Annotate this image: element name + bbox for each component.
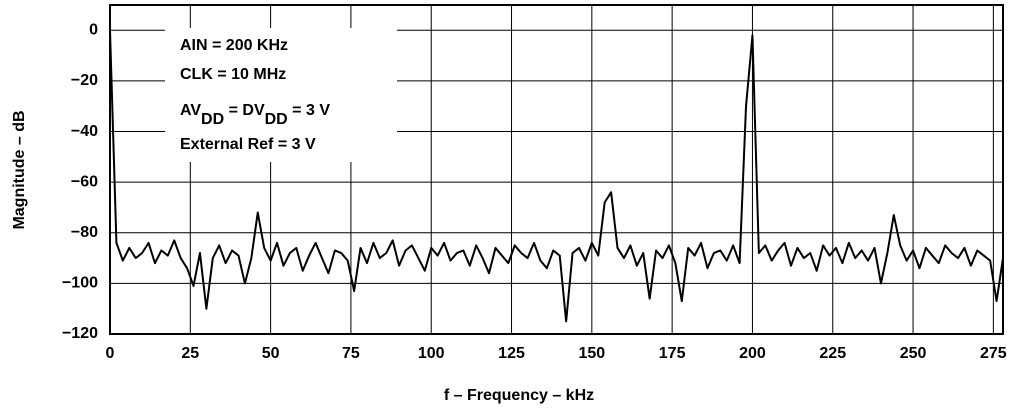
plot-frame: [109, 4, 1004, 335]
annotation-text: = DV: [224, 102, 265, 119]
x-tick-label: 0: [106, 345, 115, 362]
annotation-text: CLK = 10 MHz: [180, 66, 286, 83]
annotation: AVDD = DVDD = 3 V: [180, 102, 330, 128]
x-tick-label: 25: [181, 345, 199, 362]
annotation-text: = 3 V: [288, 102, 331, 119]
annotation: External Ref = 3 V: [180, 136, 316, 153]
y-tick-label: −120: [62, 325, 98, 342]
y-tick-label: −100: [62, 275, 98, 292]
x-tick-label: 200: [739, 345, 766, 362]
x-tick-label: 75: [342, 345, 360, 362]
x-tick-label: 250: [900, 345, 927, 362]
x-tick-label: 275: [980, 345, 1007, 362]
annotation: AIN = 200 KHz: [180, 37, 288, 54]
x-tick-label: 100: [418, 345, 445, 362]
annotation-text: External Ref = 3 V: [180, 136, 316, 153]
y-tick-label: 0: [89, 22, 98, 39]
x-tick-label: 150: [578, 345, 605, 362]
x-tick-label: 125: [498, 345, 525, 362]
line: [109, 30, 1004, 323]
y-tick-label: −80: [71, 224, 98, 241]
annotation-box: [165, 28, 397, 162]
y-tick-label: −60: [71, 173, 98, 190]
x-tick-label: 175: [659, 345, 686, 362]
annotation: CLK = 10 MHz: [180, 66, 286, 83]
x-tick-label: 50: [262, 345, 280, 362]
x-tick-label: 225: [819, 345, 846, 362]
annotation-text: AIN = 200 KHz: [180, 37, 288, 54]
y-tick-label: −40: [71, 123, 98, 140]
y-axis-label: Magnitude – dB: [11, 110, 28, 229]
x-axis-label: f – Frequency – kHz: [444, 387, 594, 404]
annotation-text: DD: [201, 111, 224, 128]
y-tick-label: −20: [71, 72, 98, 89]
annotation-text: DD: [265, 111, 288, 128]
annotation-text: AV: [180, 102, 201, 119]
